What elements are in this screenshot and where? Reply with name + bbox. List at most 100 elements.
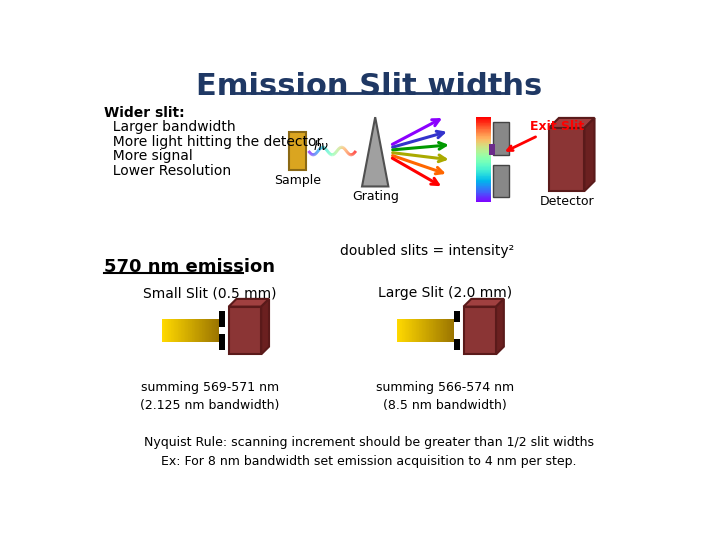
Bar: [192, 319, 193, 342]
Text: Exit Slit: Exit Slit: [508, 120, 585, 151]
Bar: [476, 138, 492, 139]
Bar: [197, 319, 198, 342]
Bar: [476, 123, 492, 124]
Text: hν: hν: [313, 140, 328, 153]
Bar: [178, 319, 179, 342]
Bar: [476, 148, 492, 150]
Text: More light hitting the detector: More light hitting the detector: [104, 135, 323, 149]
Text: Large Slit (2.0 mm): Large Slit (2.0 mm): [378, 287, 512, 300]
Text: Larger bandwidth: Larger bandwidth: [104, 120, 235, 134]
Bar: [476, 144, 492, 145]
Text: Sample: Sample: [274, 174, 321, 187]
Bar: [476, 158, 492, 159]
Bar: [476, 142, 492, 143]
Bar: [476, 143, 492, 144]
Bar: [217, 319, 218, 342]
Bar: [212, 319, 213, 342]
Bar: [206, 319, 207, 342]
Bar: [476, 187, 492, 188]
Bar: [174, 319, 175, 342]
Bar: [476, 183, 492, 184]
Bar: [411, 319, 412, 342]
Bar: [208, 319, 209, 342]
Bar: [207, 319, 208, 342]
Bar: [219, 319, 220, 342]
Bar: [476, 171, 492, 172]
Bar: [476, 163, 492, 164]
Bar: [476, 165, 492, 166]
Bar: [175, 319, 176, 342]
Bar: [476, 141, 492, 142]
Bar: [168, 319, 169, 342]
Bar: [476, 133, 492, 134]
Bar: [476, 121, 492, 122]
Bar: [191, 319, 192, 342]
Bar: [419, 319, 420, 342]
Text: Wider slit:: Wider slit:: [104, 105, 184, 119]
Bar: [171, 319, 172, 342]
Bar: [418, 319, 419, 342]
Bar: [410, 319, 411, 342]
Bar: [476, 134, 492, 135]
Bar: [215, 319, 216, 342]
Bar: [476, 192, 492, 193]
Bar: [437, 319, 438, 342]
Bar: [476, 177, 492, 178]
Bar: [448, 319, 449, 342]
Bar: [476, 193, 492, 194]
Bar: [412, 319, 413, 342]
Bar: [416, 319, 417, 342]
Polygon shape: [261, 299, 269, 354]
Bar: [220, 334, 225, 350]
Bar: [476, 181, 492, 182]
Bar: [173, 319, 174, 342]
Bar: [193, 319, 194, 342]
Bar: [453, 319, 454, 342]
Bar: [424, 319, 425, 342]
Bar: [476, 119, 492, 120]
Bar: [409, 319, 410, 342]
Bar: [422, 319, 423, 342]
Bar: [476, 129, 492, 130]
Bar: [449, 319, 451, 342]
Bar: [170, 319, 171, 342]
Text: Detector: Detector: [539, 194, 594, 207]
Bar: [417, 319, 418, 342]
Bar: [429, 319, 431, 342]
Polygon shape: [229, 299, 269, 307]
Text: doubled slits = intensity²: doubled slits = intensity²: [340, 244, 514, 258]
Bar: [476, 190, 492, 191]
Bar: [476, 174, 492, 175]
Bar: [476, 140, 492, 141]
Bar: [200, 319, 201, 342]
Bar: [476, 131, 492, 132]
Bar: [165, 319, 166, 342]
Bar: [454, 311, 459, 322]
Bar: [188, 319, 189, 342]
Text: Emission Slit widths: Emission Slit widths: [196, 72, 542, 101]
Polygon shape: [496, 299, 504, 354]
Bar: [447, 319, 448, 342]
Text: Lower Resolution: Lower Resolution: [104, 164, 231, 178]
Bar: [190, 319, 191, 342]
Bar: [181, 319, 182, 342]
Text: summing 569-571 nm
(2.125 nm bandwidth): summing 569-571 nm (2.125 nm bandwidth): [140, 381, 280, 411]
Bar: [413, 319, 414, 342]
Bar: [198, 319, 199, 342]
Bar: [476, 169, 492, 170]
Bar: [476, 188, 492, 189]
Bar: [203, 319, 204, 342]
Bar: [443, 319, 444, 342]
Bar: [214, 319, 215, 342]
Bar: [414, 319, 415, 342]
Bar: [172, 319, 173, 342]
Bar: [397, 319, 398, 342]
Bar: [476, 166, 492, 167]
Bar: [476, 127, 492, 128]
Bar: [476, 157, 492, 158]
Bar: [400, 319, 401, 342]
Bar: [436, 319, 437, 342]
Bar: [407, 319, 408, 342]
Bar: [404, 319, 405, 342]
Bar: [205, 319, 206, 342]
